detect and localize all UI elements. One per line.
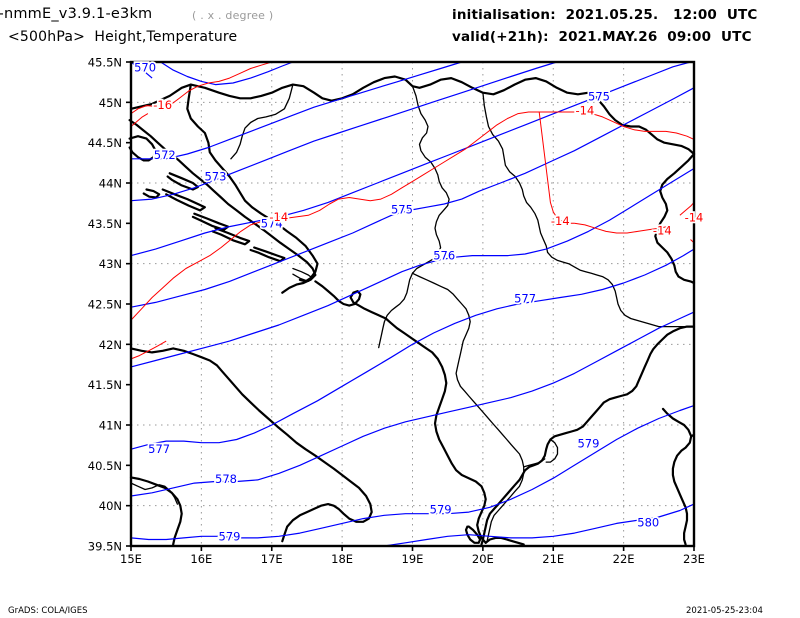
height-contour-label: 575 <box>588 90 610 104</box>
height-contour-label-halo: 575 <box>391 203 413 217</box>
y-axis-tick-label: 45.5N <box>88 56 122 70</box>
height-contour-label: 574 <box>261 216 283 230</box>
y-axis-tick-label: 45N <box>99 96 122 110</box>
height-contour-label: 579 <box>219 529 241 543</box>
height-contour-label-halo: 573 <box>204 170 226 184</box>
height-contour-label: 572 <box>154 148 176 162</box>
temperature-contour-label: -14 <box>269 210 288 224</box>
y-axis-tick-label: 42N <box>99 338 122 352</box>
contour-labels: 5705705725725735735745745755755755755765… <box>132 59 705 545</box>
height-contour-label-halo: 574 <box>261 216 283 230</box>
height-contour-label: 578 <box>215 472 237 486</box>
temperature-contour-label: -16 <box>153 98 172 112</box>
temperature-contour-label-halo: -14 <box>653 224 672 238</box>
height-contour-label: 579 <box>430 503 452 517</box>
height-contour-label-halo: 572 <box>154 148 176 162</box>
temperature-contour-label-halo: -14 <box>551 214 570 228</box>
height-contour-label-halo: 575 <box>588 90 610 104</box>
temperature-contour-label: -14 <box>653 224 672 238</box>
y-axis-tick-label: 44.5N <box>88 136 122 150</box>
y-axis-tick-label: 40N <box>99 499 122 513</box>
height-contour-label: 577 <box>514 291 536 305</box>
coastlines-borders <box>128 75 696 546</box>
y-axis-tick-label: 40.5N <box>88 459 122 473</box>
temperature-contours <box>130 61 695 360</box>
height-contour-label-halo: 579 <box>430 503 452 517</box>
height-contour-label: 575 <box>391 203 413 217</box>
valid-time: valid(+21h): 2021.MAY.26 09:00 UTC <box>452 29 752 45</box>
model-title: f-nmmE_v3.9.1-e3km <box>0 6 153 22</box>
height-contour-label-halo: 579 <box>577 437 599 451</box>
height-contours <box>130 61 695 547</box>
x-axis-tick-label: 15E <box>120 552 142 566</box>
render-timestamp: 2021-05-25-23:04 <box>686 606 763 616</box>
height-contour-label: 573 <box>204 170 226 184</box>
temperature-contour-label: -14 <box>685 211 704 225</box>
x-axis-tick-label: 16E <box>190 552 212 566</box>
x-axis-tick-label: 17E <box>261 552 283 566</box>
temperature-contour-label-halo: -16 <box>153 98 172 112</box>
height-contour-label: 576 <box>433 249 455 263</box>
height-contour-label-halo: 570 <box>134 61 156 75</box>
temperature-contour-label-halo: -14 <box>685 211 704 225</box>
y-axis-tick-label: 41.5N <box>88 378 122 392</box>
temperature-contour-label: -14 <box>576 103 595 117</box>
temperature-contour-label-halo: -14 <box>576 103 595 117</box>
y-axis-tick-label: 44N <box>99 177 122 191</box>
height-contour-label: 580 <box>637 516 659 530</box>
x-axis-tick-label: 20E <box>472 552 494 566</box>
x-axis-tick-label: 18E <box>331 552 353 566</box>
grads-attribution: GrADS: COLA/IGES <box>8 606 88 616</box>
level-field-title: <500hPa> Height,Temperature <box>8 29 238 45</box>
height-contour-label-halo: 579 <box>219 529 241 543</box>
x-axis-tick-label: 23E <box>683 552 705 566</box>
x-axis-tick-label: 21E <box>542 552 564 566</box>
x-axis-tick-label: 22E <box>613 552 635 566</box>
height-contour-label: 579 <box>577 437 599 451</box>
y-axis-tick-label: 41N <box>99 419 122 433</box>
x-axis-tick-label: 19E <box>402 552 424 566</box>
model-units-note: ( . x . degree ) <box>192 9 274 22</box>
axis-ticks-labels: 39.5N 40N 40.5N 41N 41.5N 42N 42.5N 43N 43.5N 44N… <box>88 56 705 567</box>
height-contour-label-halo: 578 <box>215 472 237 486</box>
height-contour-label-halo: 577 <box>148 442 170 456</box>
initialisation-time: initialisation: 2021.05.25. 12:00 UTC <box>452 7 758 23</box>
y-axis-tick-label: 39.5N <box>88 540 122 554</box>
temperature-contour-label: -14 <box>551 214 570 228</box>
temperature-contour-label-halo: -14 <box>269 210 288 224</box>
y-axis-tick-label: 42.5N <box>88 298 122 312</box>
height-contour-label: 577 <box>148 442 170 456</box>
height-contour-label-halo: 580 <box>637 516 659 530</box>
y-axis-tick-label: 43N <box>99 257 122 271</box>
height-contour-label-halo: 576 <box>433 249 455 263</box>
height-contour-label-halo: 577 <box>514 291 536 305</box>
height-contour-label: 570 <box>134 61 156 75</box>
y-axis-tick-label: 43.5N <box>88 217 122 231</box>
